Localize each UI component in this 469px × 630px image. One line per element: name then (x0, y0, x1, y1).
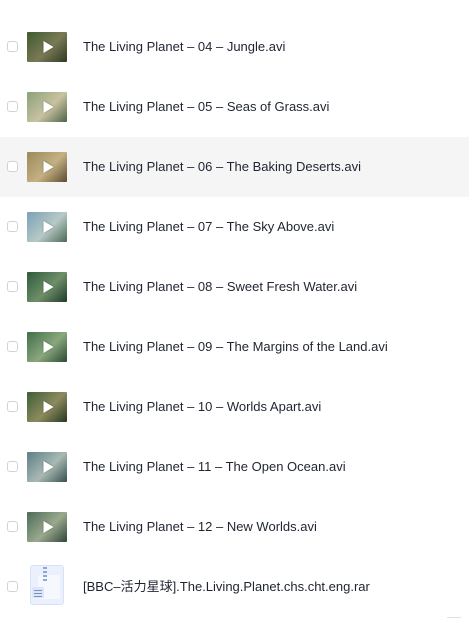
file-name[interactable]: The Living Planet – 07 – The Sky Above.a… (83, 219, 335, 234)
file-row[interactable]: The Living Planet – 10 – Worlds Apart.av… (0, 377, 469, 437)
play-icon (43, 281, 54, 293)
video-thumbnail[interactable] (27, 32, 67, 62)
file-name[interactable]: The Living Planet – 05 – Seas of Grass.a… (83, 99, 330, 114)
play-icon (43, 161, 54, 173)
file-name[interactable]: The Living Planet – 06 – The Baking Dese… (83, 159, 361, 174)
video-thumbnail[interactable] (27, 212, 67, 242)
video-thumbnail[interactable] (27, 452, 67, 482)
file-row[interactable]: The Living Planet – 06 – The Baking Dese… (0, 137, 469, 197)
play-icon (43, 221, 54, 233)
file-name[interactable]: [BBC–活力星球].The.Living.Planet.chs.cht.eng… (83, 579, 370, 594)
file-name[interactable]: The Living Planet – 04 – Jungle.avi (83, 39, 286, 54)
play-icon (43, 101, 54, 113)
file-checkbox[interactable] (7, 461, 18, 472)
play-icon (43, 41, 54, 53)
play-icon (43, 461, 54, 473)
file-name[interactable]: The Living Planet – 11 – The Open Ocean.… (83, 459, 346, 474)
file-row[interactable]: The Living Planet – 09 – The Margins of … (0, 317, 469, 377)
archive-file-icon[interactable] (28, 565, 66, 607)
file-row[interactable]: The Living Planet – 04 – Jungle.avi (0, 17, 469, 77)
file-row[interactable]: The Living Planet – 08 – Sweet Fresh Wat… (0, 257, 469, 317)
file-row[interactable]: The Living Planet – 07 – The Sky Above.a… (0, 197, 469, 257)
file-checkbox[interactable] (7, 41, 18, 52)
play-icon (43, 341, 54, 353)
video-thumbnail[interactable] (27, 152, 67, 182)
file-list: The Living Planet – 04 – Jungle.avi The L… (0, 17, 469, 617)
video-thumbnail[interactable] (27, 272, 67, 302)
file-checkbox[interactable] (7, 581, 18, 592)
file-row[interactable]: The Living Planet – 11 – The Open Ocean.… (0, 437, 469, 497)
video-thumbnail[interactable] (27, 92, 67, 122)
file-checkbox[interactable] (7, 401, 18, 412)
file-row[interactable]: The Living Planet – 12 – New Worlds.avi (0, 497, 469, 557)
play-icon (43, 521, 54, 533)
file-checkbox[interactable] (7, 161, 18, 172)
file-checkbox[interactable] (7, 521, 18, 532)
file-row[interactable]: The Living Planet – 05 – Seas of Grass.a… (0, 77, 469, 137)
file-name[interactable]: The Living Planet – 08 – Sweet Fresh Wat… (83, 279, 358, 294)
file-row-archive[interactable]: [BBC–活力星球].The.Living.Planet.chs.cht.eng… (0, 557, 469, 617)
video-thumbnail[interactable] (27, 512, 67, 542)
file-name[interactable]: The Living Planet – 12 – New Worlds.avi (83, 519, 317, 534)
file-checkbox[interactable] (7, 221, 18, 232)
file-checkbox[interactable] (7, 101, 18, 112)
file-name[interactable]: The Living Planet – 09 – The Margins of … (83, 339, 388, 354)
corner-divider (447, 617, 461, 622)
file-checkbox[interactable] (7, 341, 18, 352)
video-thumbnail[interactable] (27, 392, 67, 422)
file-name[interactable]: The Living Planet – 10 – Worlds Apart.av… (83, 399, 322, 414)
video-thumbnail[interactable] (27, 332, 67, 362)
play-icon (43, 401, 54, 413)
file-checkbox[interactable] (7, 281, 18, 292)
